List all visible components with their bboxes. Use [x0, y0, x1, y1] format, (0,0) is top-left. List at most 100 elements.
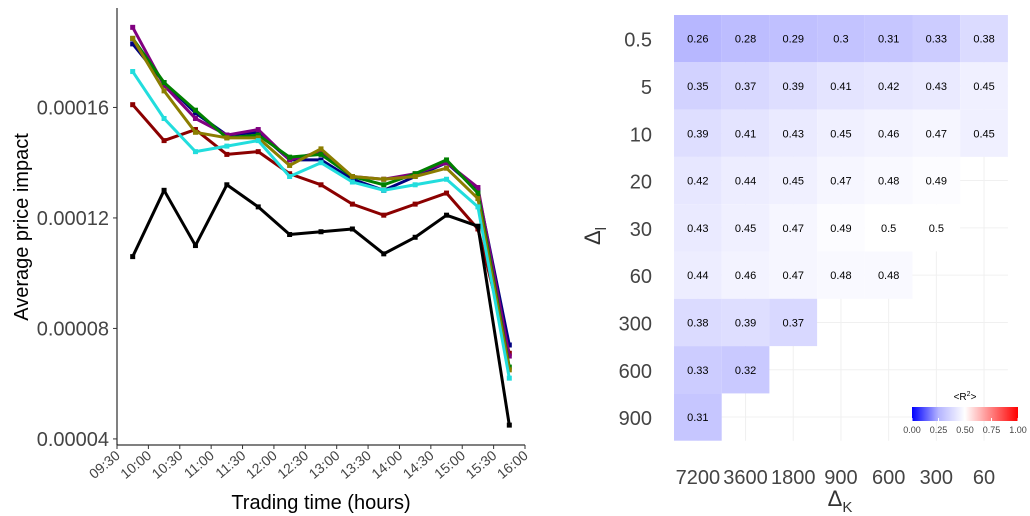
series-point — [381, 176, 387, 182]
series-point — [412, 171, 418, 177]
x-title-symbol: Δ — [828, 486, 843, 511]
heatmap-cell — [912, 109, 961, 157]
cell-label: 0.3 — [833, 34, 848, 46]
heatmap-cell — [960, 15, 1008, 63]
cell-label: 0.29 — [783, 34, 804, 46]
cell-label: 0.45 — [830, 128, 851, 140]
heatmap-cell — [912, 62, 961, 110]
series-point — [444, 190, 450, 196]
series-point — [444, 212, 450, 218]
series-point — [318, 182, 324, 188]
cell-label: 0.47 — [783, 223, 804, 235]
x-tick-label: 7200 — [676, 467, 721, 489]
cell-label: 0.42 — [878, 81, 899, 93]
cell-label: 0.38 — [687, 317, 708, 329]
colorbar — [912, 407, 1018, 421]
series-point — [192, 107, 198, 113]
colorbar-title: <R2> — [954, 391, 977, 403]
cell-label: 0.45 — [973, 128, 994, 140]
heatmap-cell — [721, 204, 770, 252]
cell-label: 0.33 — [687, 365, 708, 377]
heatmap-cell — [864, 62, 913, 110]
colorbar-tick-label: 0.75 — [983, 425, 1001, 435]
series-point — [318, 157, 324, 163]
heatmap-cell — [674, 156, 722, 205]
cell-label: 0.37 — [735, 81, 756, 93]
cell-label: 0.39 — [687, 128, 708, 140]
series-point — [412, 201, 418, 207]
cell-label: 0.45 — [783, 176, 804, 188]
cell-label: 0.32 — [735, 365, 756, 377]
colorbar-tick-label: 0.25 — [930, 425, 948, 435]
series-point — [287, 157, 293, 163]
cell-label: 0.45 — [735, 223, 756, 235]
y-tick-label: 60 — [630, 266, 652, 288]
series-point — [287, 154, 293, 160]
heatmap-cell — [912, 204, 961, 252]
heatmap-cell — [912, 15, 961, 63]
series-line — [131, 103, 511, 354]
cell-label: 0.47 — [830, 176, 851, 188]
x-tick-label: 15:30 — [462, 447, 499, 482]
cell-label: 0.26 — [687, 34, 708, 46]
y-tick-label: 0.00016 — [37, 97, 109, 119]
cell-label: 0.46 — [878, 128, 899, 140]
series-point — [161, 80, 167, 86]
x-tick-label: 10:00 — [117, 447, 154, 482]
x-tick-label: 300 — [920, 467, 953, 489]
y-tick-label: 20 — [630, 172, 652, 194]
series-point — [318, 229, 324, 235]
series-point — [130, 69, 136, 75]
series-point — [287, 174, 293, 180]
heatmap-cell — [960, 109, 1008, 157]
series-point — [161, 138, 167, 144]
x-tick-label: 16:00 — [494, 447, 531, 482]
heatmap-cell — [769, 62, 818, 110]
cell-label: 0.48 — [878, 176, 899, 188]
x-tick-label: 11:30 — [212, 447, 248, 481]
series-point — [224, 151, 230, 157]
colorbar-tick-label: 0.00 — [903, 425, 921, 435]
cell-label: 0.44 — [735, 176, 756, 188]
series-point — [349, 179, 355, 185]
series-point — [130, 102, 136, 108]
series-point — [475, 196, 481, 202]
series-point — [381, 251, 387, 257]
series-point — [161, 88, 167, 94]
colorbar-title-start: <R — [954, 392, 967, 403]
heatmap-cell — [817, 109, 865, 157]
heatmap-cell — [721, 15, 770, 63]
series-point — [318, 160, 324, 166]
series-point — [475, 190, 481, 196]
x-tick-label: 09:30 — [86, 447, 123, 482]
series-point — [224, 143, 230, 149]
heatmap-cell — [864, 251, 913, 299]
series-point — [349, 226, 355, 232]
heatmap-cell — [674, 393, 722, 441]
series-point — [192, 127, 198, 133]
y-tick-label: 900 — [619, 408, 652, 430]
series-point — [161, 82, 167, 88]
x-tick-label: 13:00 — [305, 447, 342, 482]
x-tick-label: 11:00 — [181, 447, 217, 481]
cell-label: 0.48 — [878, 270, 899, 282]
heatmap-cell — [674, 346, 722, 394]
cell-label: 0.49 — [830, 223, 851, 235]
cell-label: 0.35 — [687, 81, 708, 93]
series-point — [475, 223, 481, 229]
x-tick-label: 13:30 — [337, 447, 374, 482]
heatmap-cell — [721, 156, 770, 205]
series-point — [444, 176, 450, 182]
cell-label: 0.44 — [687, 270, 708, 282]
series-point — [130, 41, 136, 47]
cell-label: 0.43 — [783, 128, 804, 140]
y-tick-label: 600 — [619, 361, 652, 383]
series-point — [255, 149, 261, 155]
cell-label: 0.43 — [926, 81, 947, 93]
y-tick-label: 10 — [630, 124, 652, 146]
x-tick-label: 1800 — [771, 467, 816, 489]
series-point — [161, 187, 167, 193]
heatmap-cell — [769, 15, 818, 63]
